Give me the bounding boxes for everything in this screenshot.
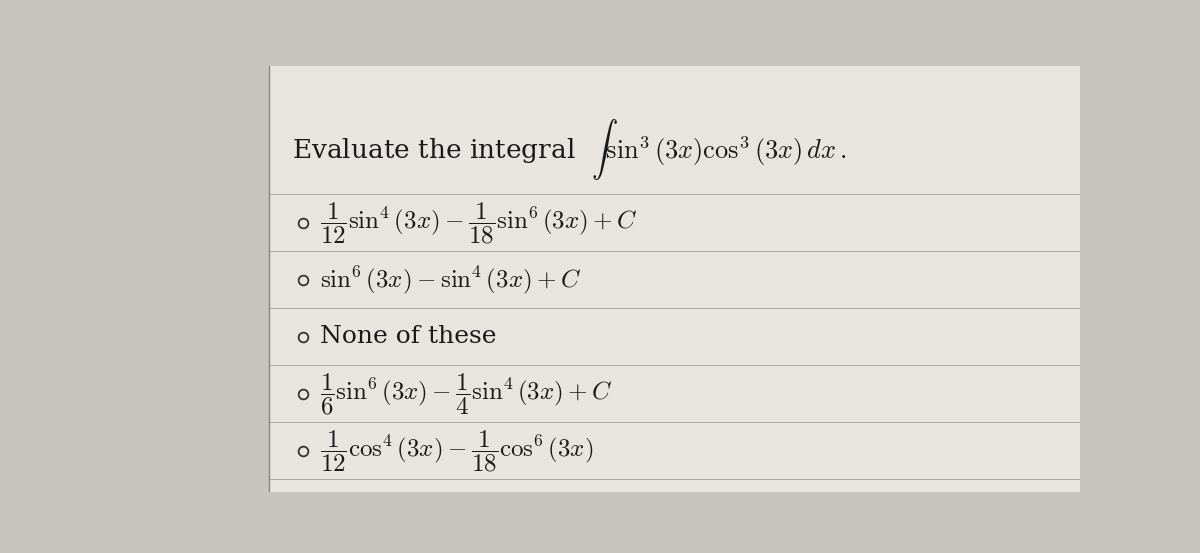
Text: Evaluate the integral  $\int \sin^3(3x)\cos^3(3x)\,dx\,.$: Evaluate the integral $\int \sin^3(3x)\c…: [293, 117, 847, 182]
Text: $\dfrac{1}{6}\sin^6(3x) - \dfrac{1}{4}\sin^4(3x) + C$: $\dfrac{1}{6}\sin^6(3x) - \dfrac{1}{4}\s…: [320, 371, 613, 417]
Text: $\sin^6(3x) - \sin^4(3x) + C$: $\sin^6(3x) - \sin^4(3x) + C$: [320, 264, 582, 295]
FancyBboxPatch shape: [269, 66, 1080, 492]
Text: None of these: None of these: [320, 325, 497, 348]
Text: $\dfrac{1}{12}\cos^4(3x) - \dfrac{1}{18}\cos^6(3x)$: $\dfrac{1}{12}\cos^4(3x) - \dfrac{1}{18}…: [320, 428, 594, 474]
Text: $\dfrac{1}{12}\sin^4(3x) - \dfrac{1}{18}\sin^6(3x) + C$: $\dfrac{1}{12}\sin^4(3x) - \dfrac{1}{18}…: [320, 200, 637, 246]
